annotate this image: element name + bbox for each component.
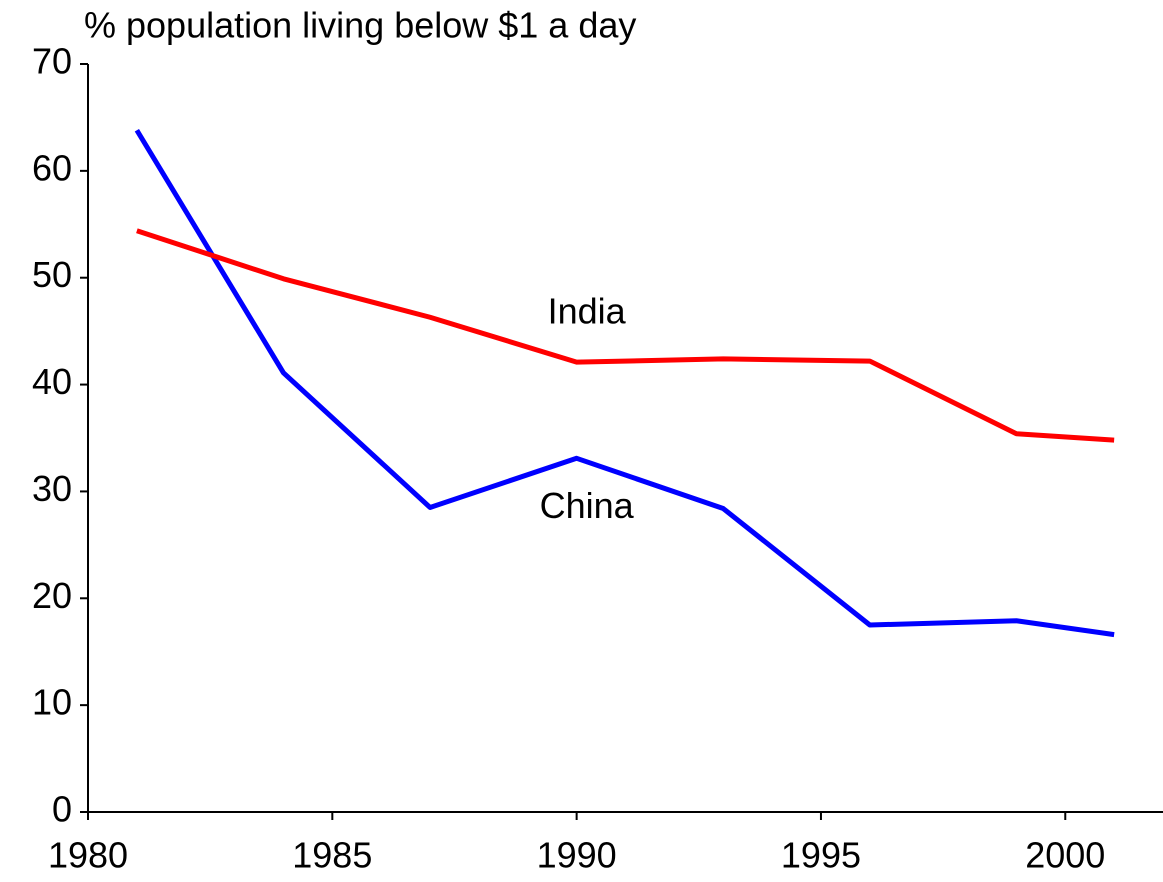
y-tick-label: 40 (32, 361, 72, 402)
series-label: China (540, 485, 635, 526)
x-tick-label: 2000 (1025, 835, 1105, 876)
y-tick-label: 0 (52, 789, 72, 830)
series-label: India (548, 291, 627, 332)
y-tick-label: 20 (32, 575, 72, 616)
y-tick-label: 70 (32, 41, 72, 82)
y-tick-label: 50 (32, 254, 72, 295)
x-tick-label: 1995 (781, 835, 861, 876)
x-tick-label: 1980 (48, 835, 128, 876)
x-tick-label: 1990 (537, 835, 617, 876)
x-tick-label: 1985 (292, 835, 372, 876)
series-line (136, 228, 1115, 443)
y-tick-label: 10 (32, 682, 72, 723)
chart-title: % population living below $1 a day (84, 5, 636, 46)
series-line (134, 128, 1115, 638)
y-tick-label: 30 (32, 468, 72, 509)
y-tick-label: 60 (32, 147, 72, 188)
